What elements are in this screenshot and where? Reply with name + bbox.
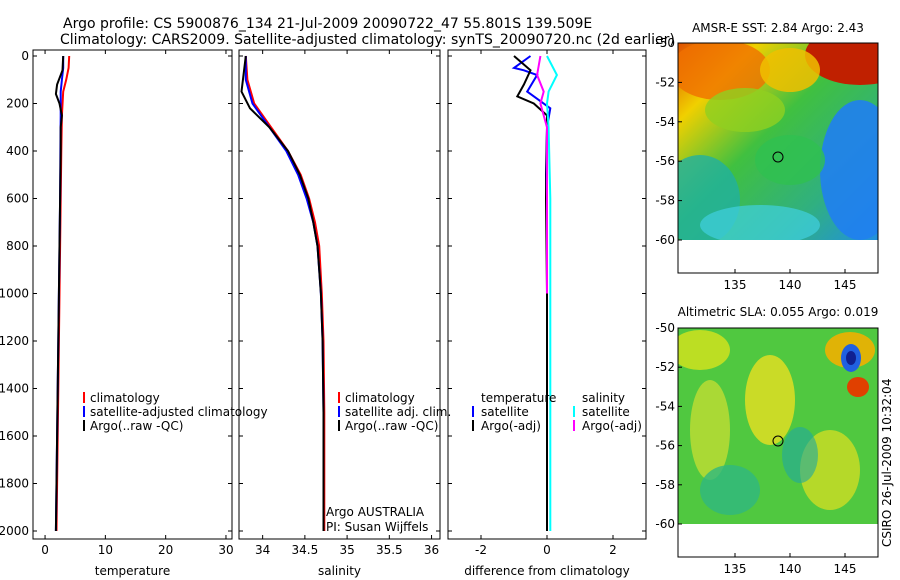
side-timestamp: CSIRO 26-Jul-2009 10:32:04 bbox=[880, 379, 894, 547]
y-tick-label: 1600 bbox=[0, 429, 29, 443]
series-line-black bbox=[54, 55, 65, 532]
x-tick-label: -2 bbox=[475, 543, 487, 557]
legend-label: climatology bbox=[345, 391, 415, 405]
legend-label: Argo(..raw -QC) bbox=[345, 419, 438, 433]
y-tick-label: 1800 bbox=[0, 477, 29, 491]
x-tick-label: 30 bbox=[218, 543, 233, 557]
legend-header: salinity bbox=[582, 391, 625, 405]
salinity-legend: climatology satellite adj. clim. Argo(..… bbox=[326, 391, 451, 534]
x-tick-label: 10 bbox=[98, 543, 113, 557]
map-x-tick-label: 140 bbox=[779, 562, 802, 576]
map-x-tick-label: 145 bbox=[834, 562, 857, 576]
x-tick-label: 34.5 bbox=[292, 543, 319, 557]
x-tick-label: 34 bbox=[255, 543, 270, 557]
series-line-blue bbox=[244, 56, 325, 531]
map-y-tick-label: -56 bbox=[655, 154, 675, 168]
series-line-magenta bbox=[536, 55, 548, 294]
x-tick-label: 35 bbox=[339, 543, 354, 557]
map-x-tick-label: 145 bbox=[834, 278, 857, 292]
y-tick-label: 1400 bbox=[0, 382, 29, 396]
x-tick-label: 2 bbox=[609, 543, 617, 557]
y-tick-label: 400 bbox=[6, 144, 29, 158]
x-tick-label: 20 bbox=[158, 543, 173, 557]
sla-field bbox=[678, 328, 878, 524]
sst-argo-marker bbox=[772, 151, 784, 163]
salinity-axes-frame bbox=[238, 49, 441, 540]
sst-map-title: AMSR-E SST: 2.84 Argo: 2.43 bbox=[692, 21, 864, 35]
y-tick-label: 600 bbox=[6, 192, 29, 206]
x-tick-label: 0 bbox=[543, 543, 551, 557]
legend-label: Argo(-adj) bbox=[481, 419, 541, 433]
map-y-tick-label: -50 bbox=[655, 321, 675, 335]
map-x-tick-label: 135 bbox=[724, 562, 747, 576]
sla-argo-marker bbox=[772, 435, 784, 447]
series-line-black bbox=[513, 55, 548, 531]
map-y-tick-label: -56 bbox=[655, 439, 675, 453]
salinity-xlabel: salinity bbox=[318, 564, 361, 578]
sla-map: Altimetric SLA: 0.055 Argo: 0.019 bbox=[677, 305, 879, 558]
legend-label: Argo(-adj) bbox=[582, 419, 642, 433]
series-line-cyan bbox=[545, 55, 559, 531]
map-y-tick-label: -54 bbox=[655, 115, 675, 129]
y-tick-label: 200 bbox=[6, 97, 29, 111]
temperature-axes-frame bbox=[32, 49, 233, 540]
sst-map-frame bbox=[677, 42, 879, 274]
y-tick-label: 1200 bbox=[0, 334, 29, 348]
y-tick-label: 800 bbox=[6, 239, 29, 253]
header-line-1: Argo profile: CS 5900876_134 21-Jul-2009… bbox=[63, 16, 592, 32]
legend-label: Argo(..raw -QC) bbox=[90, 419, 183, 433]
difference-panel: -2 0 2 difference from climatology bbox=[447, 49, 647, 578]
map-y-tick-label: -60 bbox=[655, 517, 675, 531]
map-y-tick-label: -50 bbox=[655, 36, 675, 50]
temperature-legend: climatology satellite-adjusted climatolo… bbox=[83, 391, 268, 433]
map-ticks: 135 140 145 -50 -52 -54 -56 -58 -60 135 140 145 -50 -… bbox=[655, 36, 856, 576]
map-x-tick-label: 140 bbox=[779, 278, 802, 292]
header-line-2: Climatology: CARS2009. Satellite-adjuste… bbox=[60, 32, 675, 48]
y-tick-label: 2000 bbox=[0, 524, 29, 538]
legend-label: satellite adj. clim. bbox=[345, 405, 451, 419]
x-tick-label: 36 bbox=[424, 543, 439, 557]
sla-map-title: Altimetric SLA: 0.055 Argo: 0.019 bbox=[678, 305, 879, 319]
map-y-tick-label: -60 bbox=[655, 233, 675, 247]
sst-map: AMSR-E SST: 2.84 Argo: 2.43 bbox=[677, 21, 879, 274]
x-tick-label: 0 bbox=[41, 543, 49, 557]
temperature-xlabel: temperature bbox=[95, 564, 170, 578]
sla-map-frame bbox=[677, 327, 879, 558]
map-y-tick-label: -52 bbox=[655, 360, 675, 374]
x-tick-label: 35.5 bbox=[376, 543, 403, 557]
series-line-black bbox=[240, 55, 325, 531]
legend-label: satellite-adjusted climatology bbox=[90, 405, 268, 419]
y-tick-label: 0 bbox=[21, 49, 29, 63]
legend-label: satellite bbox=[582, 405, 630, 419]
platform-annotation: Argo AUSTRALIA bbox=[326, 505, 425, 519]
pi-annotation: PI: Susan Wijffels bbox=[326, 520, 428, 534]
difference-legend: temperature satellite Argo(-adj) salinit… bbox=[472, 391, 642, 433]
legend-header: temperature bbox=[481, 391, 556, 405]
series-line-red bbox=[244, 55, 326, 531]
difference-xlabel: difference from climatology bbox=[464, 564, 630, 578]
salinity-panel: 34 34.5 35 35.5 36 salinity bbox=[238, 49, 441, 578]
sst-field bbox=[678, 43, 878, 240]
temperature-panel: 0 10 20 30 0 200 400 600 800 1000 1200 1400 1600 1800… bbox=[0, 49, 234, 578]
series-line-blue bbox=[511, 55, 552, 531]
y-tick-label: 1000 bbox=[0, 287, 29, 301]
map-y-tick-label: -58 bbox=[655, 194, 675, 208]
map-x-tick-label: 135 bbox=[724, 278, 747, 292]
map-y-tick-label: -58 bbox=[655, 478, 675, 492]
legend-label: climatology bbox=[90, 391, 160, 405]
map-y-tick-label: -54 bbox=[655, 399, 675, 413]
map-y-tick-label: -52 bbox=[655, 75, 675, 89]
legend-label: satellite bbox=[481, 405, 529, 419]
